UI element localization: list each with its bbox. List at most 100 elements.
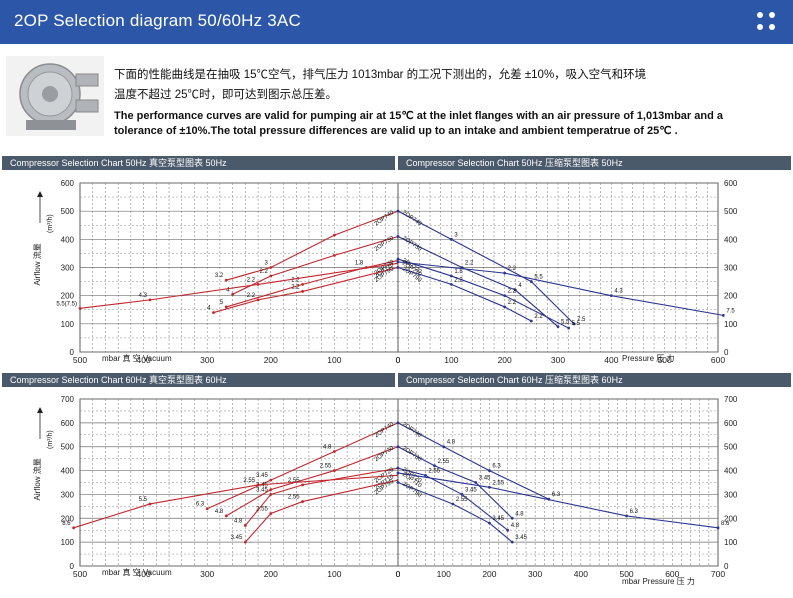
chart0-series-2OP740-point xyxy=(224,278,228,282)
chart2-series-2OP730-line xyxy=(226,446,399,517)
chart0-y-tick-label: 500 xyxy=(61,207,75,216)
chart3-data-label: 4.8 xyxy=(447,440,456,446)
chart3-series-2OP790-point xyxy=(488,521,491,525)
chart0-x-tick-label: 200 xyxy=(264,355,278,365)
chart1-series-2OP740-point xyxy=(529,280,533,283)
chart3-series-2OP720-point xyxy=(396,466,400,470)
chart-title-50hz-vacuum: Compressor Selection Chart 50Hz 真空泵型图表 5… xyxy=(2,156,395,170)
chart1-data-label: 5.5 xyxy=(561,320,570,326)
chart3-series-2OP730-point xyxy=(396,445,400,449)
chart3-series-2OP730-point xyxy=(433,464,436,468)
chart0-x-axis-label: mbar 真 空 Vacuum xyxy=(102,353,172,363)
chart0-y-arrowhead xyxy=(37,191,43,197)
chart1-data-label: 2.2 xyxy=(508,289,517,295)
chart0-x-tick-label: 500 xyxy=(73,355,87,365)
chart1-series-2OP790-point xyxy=(449,283,453,286)
chart1-series-2OP730-line xyxy=(397,236,559,328)
chart3-data-label: 3.45 xyxy=(515,535,527,541)
chart3-data-label: 6.3 xyxy=(552,492,561,498)
chart2-series-2OP710-point xyxy=(72,526,76,530)
chart3-y-tick-label: 400 xyxy=(724,467,738,476)
chart3-x-tick-label: 600 xyxy=(665,569,679,579)
chart3-data-label: 3.45 xyxy=(479,476,491,482)
chart3-series-2OP740-point xyxy=(488,469,491,472)
chart3-y-tick-label: 100 xyxy=(724,538,738,547)
chart1-data-label: 3 xyxy=(454,232,458,238)
header-bar: 2OP Selection diagram 50/60Hz 3AC xyxy=(0,0,793,44)
chart2-data-label: 3.45 xyxy=(231,535,243,541)
chart1-data-label: 4.3 xyxy=(614,289,623,295)
chart2-y-tick-label: 400 xyxy=(61,467,75,476)
intro-cn-line2: 温度不超过 25℃时，即可达到图示总压差。 xyxy=(114,89,337,101)
chart0-series-2OP720-point xyxy=(301,283,304,286)
chart0-data-label: 1.8 xyxy=(355,261,364,267)
intro-en-line2: tolerance of ±10%.The total pressure dif… xyxy=(114,125,678,137)
chart0-series-2OP790-line xyxy=(213,266,399,314)
chart1-data-label: 5.5 xyxy=(534,275,543,281)
chart2-data-label: 3.45 xyxy=(256,473,268,479)
chart2-data-label: 8.6 xyxy=(62,521,71,527)
chart3-series-2OP730-point xyxy=(510,516,514,520)
chart0-x-tick-label: 100 xyxy=(327,355,341,365)
chart2-data-label: 3.45 xyxy=(256,487,268,493)
chart3-series-2OP740-line xyxy=(397,422,550,500)
chart1-y-tick-label: 500 xyxy=(724,207,738,216)
chart3-series-2OP710-point xyxy=(625,514,628,518)
chart3-series-2OP710-line xyxy=(397,472,719,529)
chart0-x-tick-label: 0 xyxy=(396,355,401,365)
chart1-data-label: 2.2 xyxy=(454,277,463,283)
chart0-data-label: 2.2 xyxy=(247,277,256,283)
chart2-x-tick-label: 100 xyxy=(327,569,341,579)
chart3-series-2OP720-point xyxy=(460,493,464,496)
chart3-y-tick-label: 200 xyxy=(724,514,738,523)
chart2-series-2OP730-point xyxy=(333,469,336,472)
chart2-data-label: 2.55 xyxy=(243,478,255,484)
chart2-data-label: 4.8 xyxy=(323,444,332,450)
chart0-y-unit-label: (m³/h) xyxy=(47,214,54,233)
chart1-x-tick-label: 600 xyxy=(711,355,725,365)
chart0-y-axis-label: Airflow 流量 xyxy=(32,243,42,285)
chart2-y-axis-label: Airflow 流量 xyxy=(32,458,42,500)
chart3-series-2OP790-line xyxy=(397,481,513,543)
chart0-series-2OP710-point xyxy=(256,283,260,286)
chart3-x-tick-label: 0 xyxy=(396,569,401,579)
chart0-x-tick-label: 300 xyxy=(200,355,214,365)
chart3-series-2OP730-point xyxy=(474,481,478,484)
chart0-series-2OP790-point xyxy=(301,290,304,293)
chart1-x-tick-label: 100 xyxy=(444,355,458,365)
chart0-series-2OP730-point xyxy=(269,274,273,278)
chart3-series-2OP740-point xyxy=(442,445,446,449)
chart2-series-2OP720-point xyxy=(269,493,273,496)
chart2-x-tick-label: 300 xyxy=(200,569,214,579)
chart0-data-label: 4.3 xyxy=(139,293,148,299)
chart1-series-2OP730-point xyxy=(396,235,400,238)
chart1-x-tick-label: 0 xyxy=(396,355,401,365)
chart2-x-tick-label: 500 xyxy=(73,569,87,579)
chart2-series-2OP730-point xyxy=(269,488,273,492)
chart2-y-tick-label: 200 xyxy=(61,514,75,523)
chart-title-60hz-pressure: Compressor Selection Chart 60Hz 压缩泵型图表 6… xyxy=(398,373,791,387)
chart3-series-2OP710-point xyxy=(488,485,491,489)
grid-dots-icon[interactable] xyxy=(755,10,777,32)
chart2-y-arrowhead xyxy=(37,407,43,413)
chart3-series-2OP720-point xyxy=(424,473,427,477)
chart1-series-2OP710-point xyxy=(609,294,613,298)
chart3-series-2OP790-point xyxy=(510,540,514,544)
chart1-series-2OP790-point xyxy=(396,266,400,269)
chart2-series-2OP720-point xyxy=(243,524,247,527)
chart0-data-label: 2.2 xyxy=(259,269,268,275)
chart0-x-tick-label: 400 xyxy=(137,355,151,365)
chart1-series-2OP710-line xyxy=(397,261,724,316)
chart3-y-tick-label: 700 xyxy=(724,395,738,404)
chart2-data-label: 3.45 xyxy=(256,483,268,489)
chart0-series-2OP710-point xyxy=(78,306,82,310)
chart2-series-2OP790-point xyxy=(301,500,304,503)
chart3-data-label: 8.6 xyxy=(721,521,730,527)
chart1-y-tick-label: 100 xyxy=(724,320,738,329)
chart1-series-2OP790-point xyxy=(529,319,533,323)
chart3-x-tick-label: 400 xyxy=(574,569,588,579)
chart2-data-label: 4.8 xyxy=(234,518,243,524)
chart2-series-2OP710-point xyxy=(148,502,152,506)
chart0-series-2OP720-point xyxy=(224,305,228,309)
